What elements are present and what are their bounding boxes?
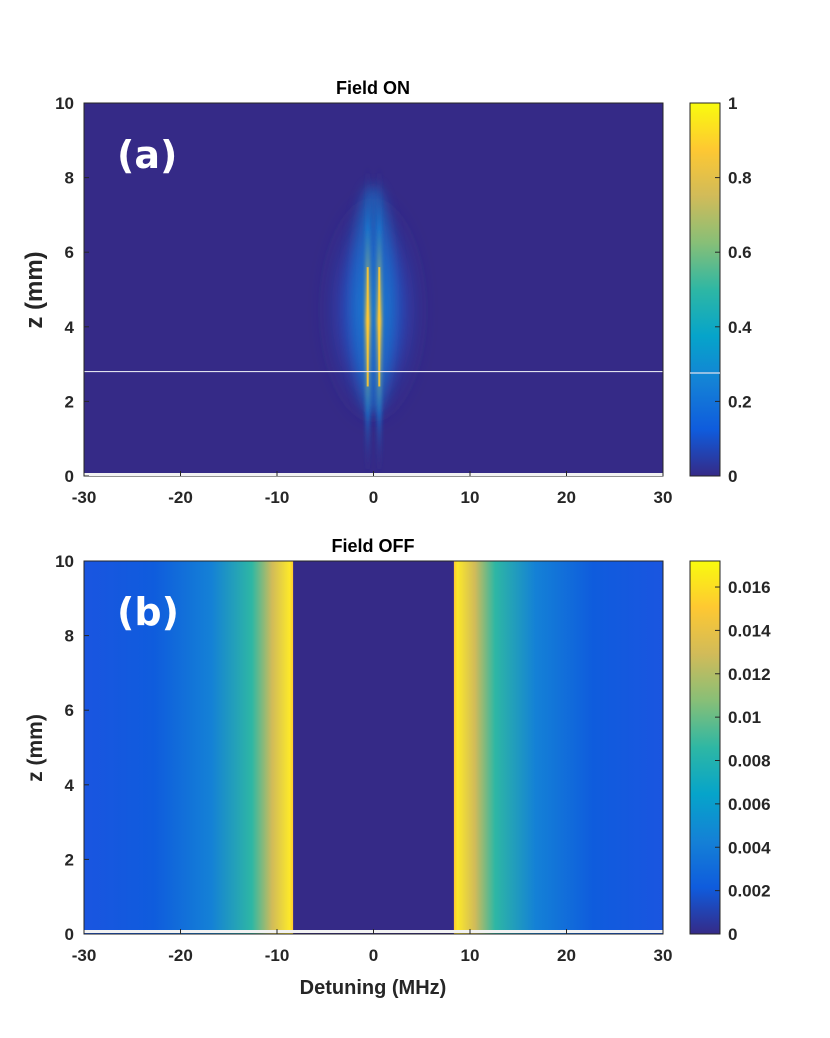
panel-b-field xyxy=(84,561,663,934)
x-tick-label: -20 xyxy=(168,488,193,507)
panel-b: Field OFF (b) -30 -20 -10 0 10 20 30 0 2 4 6 8 10 z… xyxy=(24,536,771,999)
panel-b-x-label: Detuning (MHz) xyxy=(300,977,447,999)
x-tick-label: -30 xyxy=(72,488,97,507)
y-tick-label: 6 xyxy=(65,243,74,262)
y-tick-label: 2 xyxy=(65,850,74,869)
panel-a-y-ticks: 0 2 4 6 8 10 xyxy=(55,94,89,486)
colorbar-tick-label: 0.014 xyxy=(728,621,771,640)
y-tick-label: 8 xyxy=(65,627,74,646)
panel-a-colorbar xyxy=(689,102,721,477)
x-tick-label: 20 xyxy=(557,946,576,965)
x-tick-label: 20 xyxy=(557,488,576,507)
colorbar-tick-label: 0 xyxy=(728,467,737,486)
panel-a-colorbar-ticks: 0 0.2 0.4 0.6 0.8 1 xyxy=(715,94,752,486)
x-tick-label: 0 xyxy=(369,946,378,965)
panel-a-label: (a) xyxy=(117,133,177,177)
resonance-peak-core xyxy=(366,267,369,387)
panel-b-heatmap xyxy=(84,561,663,934)
panel-a-inner-glow xyxy=(351,185,395,415)
colorbar-tick-label: 0.6 xyxy=(728,243,752,262)
x-tick-label: -10 xyxy=(265,946,290,965)
panel-b-x-ticks: -30 -20 -10 0 10 20 30 xyxy=(72,929,673,965)
panel-b-label: (b) xyxy=(117,590,179,634)
y-tick-label: 4 xyxy=(65,318,75,337)
panel-b-y-label: z (mm) xyxy=(24,714,47,782)
y-tick-label: 2 xyxy=(65,392,74,411)
colorbar-tick-label: 0.006 xyxy=(728,795,771,814)
x-tick-label: 0 xyxy=(369,488,378,507)
x-tick-label: -10 xyxy=(265,488,290,507)
colorbar-tick-label: 1 xyxy=(728,94,737,113)
colorbar-tick-label: 0.004 xyxy=(728,838,771,857)
panel-a-heatmap xyxy=(84,103,663,476)
x-tick-label: 30 xyxy=(654,946,673,965)
y-tick-label: 8 xyxy=(65,169,74,188)
colorbar-tick-label: 0.2 xyxy=(728,392,752,411)
panel-a-x-ticks: -30 -20 -10 0 10 20 30 xyxy=(72,471,673,507)
panel-b-y-ticks: 0 2 4 6 8 10 xyxy=(55,552,89,944)
panel-a-peaks xyxy=(365,166,382,476)
colorbar-tick-label: 0.01 xyxy=(728,708,761,727)
y-tick-label: 10 xyxy=(55,552,74,571)
panel-b-colorbar-ticks: 0 0.002 0.004 0.006 0.008 0.01 0.012 0.014 0.016 xyxy=(715,578,771,944)
panel-b-title: Field OFF xyxy=(332,536,415,556)
colorbar-tick-label: 0.012 xyxy=(728,665,771,684)
x-tick-label: -20 xyxy=(168,946,193,965)
colorbar-tick-label: 0.002 xyxy=(728,882,771,901)
y-tick-label: 6 xyxy=(65,701,74,720)
resonance-peak-core xyxy=(378,267,381,387)
colorbar-tick-label: 0.008 xyxy=(728,752,771,771)
x-tick-label: 10 xyxy=(461,488,480,507)
y-tick-label: 4 xyxy=(65,776,75,795)
panel-b-colorbar xyxy=(689,560,721,935)
colorbar-tick-label: 0 xyxy=(728,925,737,944)
colorbar-tick-label: 0.016 xyxy=(728,578,771,597)
x-tick-label: 10 xyxy=(461,946,480,965)
colorbar-tick-label: 0.8 xyxy=(728,169,752,188)
x-tick-label: -30 xyxy=(72,946,97,965)
x-tick-label: 30 xyxy=(654,488,673,507)
panel-a-y-label: z (mm) xyxy=(21,251,48,328)
colorbar-tick-label: 0.4 xyxy=(728,318,752,337)
y-tick-label: 10 xyxy=(55,94,74,113)
y-tick-label: 0 xyxy=(65,467,74,486)
y-tick-label: 0 xyxy=(65,925,74,944)
panel-a-title: Field ON xyxy=(336,78,410,98)
